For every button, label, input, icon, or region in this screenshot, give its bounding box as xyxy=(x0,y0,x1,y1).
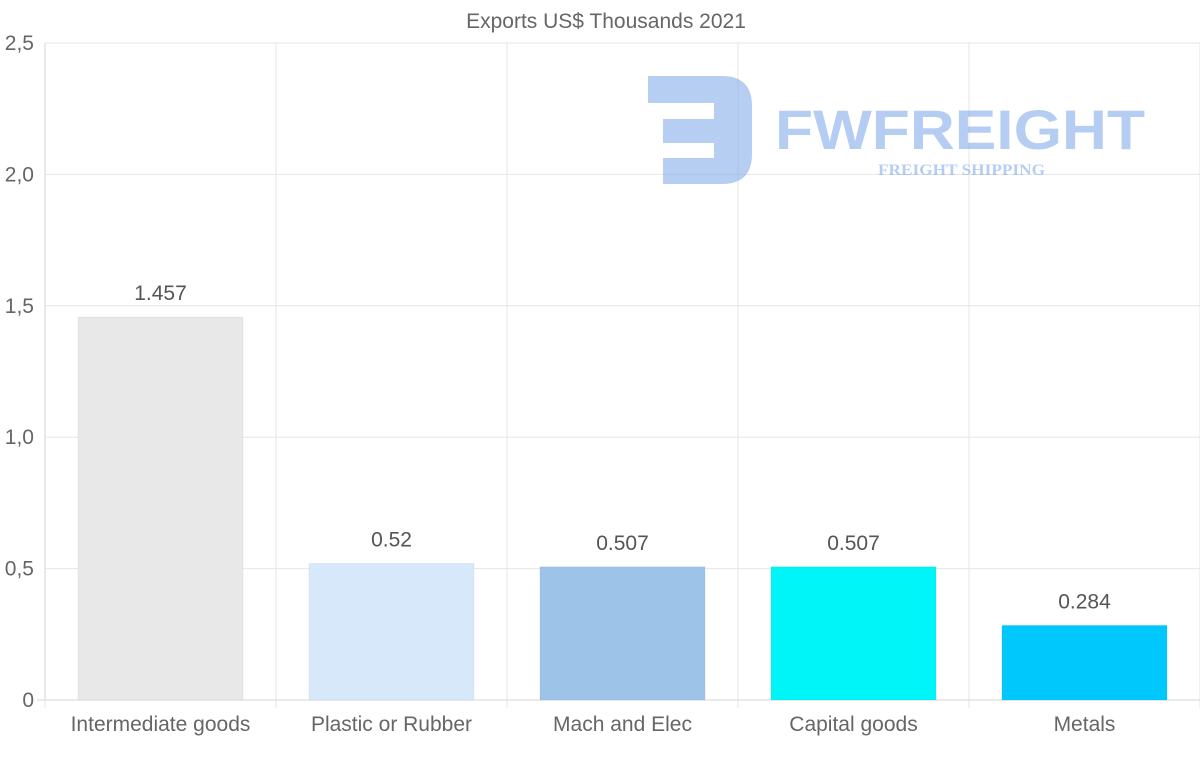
watermark: FWFREIGHT FREIGHT SHIPPING xyxy=(648,76,1145,184)
watermark-brand: FWFREIGHT xyxy=(775,98,1145,161)
fwfreight-logo-icon xyxy=(648,76,752,184)
bars-layer xyxy=(77,316,1168,701)
y-tick-label: 1,0 xyxy=(5,426,34,449)
bar-intermediate-goods[interactable] xyxy=(77,316,244,701)
bar-metals[interactable] xyxy=(1001,624,1168,701)
y-tick-label: 1,5 xyxy=(5,295,34,318)
bar-value-label: 0.52 xyxy=(371,528,412,551)
x-category-label: Mach and Elec xyxy=(553,713,692,736)
bar-value-label: 1.457 xyxy=(134,282,187,305)
watermark-tagline: FREIGHT SHIPPING xyxy=(878,162,1046,179)
chart-title: Exports US$ Thousands 2021 xyxy=(466,10,746,33)
x-category-label: Metals xyxy=(1054,713,1116,736)
bar-value-label: 0.284 xyxy=(1058,590,1111,613)
y-tick-label: 0 xyxy=(22,689,34,712)
x-category-label: Intermediate goods xyxy=(71,713,251,736)
bar-value-label: 0.507 xyxy=(827,532,880,555)
y-tick-label: 0,5 xyxy=(5,558,34,581)
y-tick-label: 2,5 xyxy=(5,32,34,55)
labels-layer: 0 0,5 1,0 1,5 2,0 2,5 1.457 Intermediate goods 0… xyxy=(5,32,1116,736)
bar-value-label: 0.507 xyxy=(596,532,649,555)
y-tick-label: 2,0 xyxy=(5,163,34,186)
x-category-label: Capital goods xyxy=(789,713,917,736)
x-category-label: Plastic or Rubber xyxy=(311,713,472,736)
bar-capital-goods[interactable] xyxy=(770,566,937,701)
bar-mach-and-elec[interactable] xyxy=(539,566,706,701)
bar-plastic-or-rubber[interactable] xyxy=(308,562,475,701)
